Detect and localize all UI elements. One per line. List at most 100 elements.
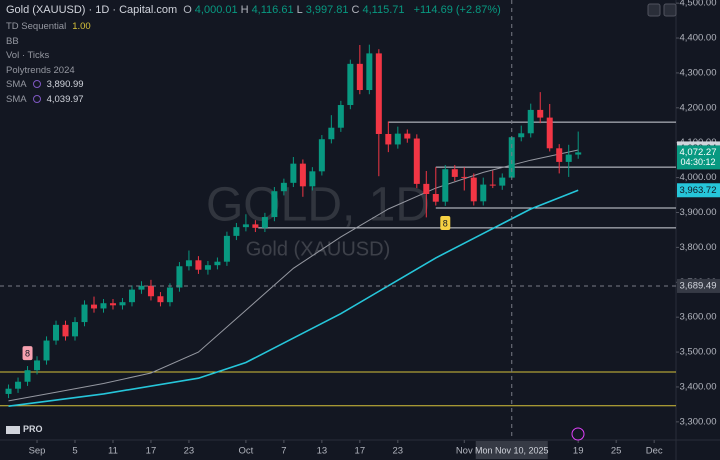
candle-body: [242, 224, 249, 228]
y-tick-label: 3,900.00: [680, 207, 717, 218]
candle-body: [527, 109, 534, 134]
symbol: Gold (XAUUSD) · 1D · Capital.com: [6, 4, 178, 16]
indicator-name: BB: [6, 35, 19, 47]
crosshair-y-box: [677, 278, 720, 293]
candle-body: [43, 340, 50, 361]
candle-body: [356, 63, 363, 91]
y-tick-label: 4,200.00: [680, 102, 717, 113]
price-tag-label: 4,072.27: [680, 147, 717, 158]
candle-body: [119, 302, 126, 306]
y-tick-label: 3,800.00: [680, 242, 717, 253]
candle-body: [62, 324, 69, 337]
x-tick-label: 25: [611, 446, 622, 457]
candle-body: [109, 303, 116, 306]
td-marker-label: 8: [25, 348, 30, 358]
candle-body: [556, 148, 563, 162]
sma-line: [8, 189, 579, 407]
candle-body: [24, 370, 31, 382]
watermark: GOLD, 1D: [206, 179, 430, 232]
candle-body: [451, 169, 458, 177]
candle-body: [518, 133, 525, 138]
y-tick-label: 4,500.00: [680, 0, 717, 9]
candle-body: [423, 183, 430, 195]
logo: PRO: [6, 424, 43, 434]
toolbar-icon: [647, 3, 661, 17]
candle-body: [489, 184, 496, 186]
td-marker-label: 8: [443, 218, 448, 228]
candle-body: [442, 169, 449, 202]
candle-body: [15, 381, 22, 389]
ohlc-value: 3,997.81: [305, 4, 349, 16]
crosshair-y-label: 3,689.49: [680, 280, 717, 291]
x-tick-label: 17: [146, 446, 157, 457]
ohlc-key: C: [351, 4, 360, 16]
candle-body: [508, 137, 515, 178]
indicator: BB: [6, 36, 19, 47]
candle-body: [375, 53, 382, 134]
candle-body: [480, 184, 487, 202]
candle-body: [394, 133, 401, 145]
indicator-name: TD Sequential: [6, 21, 67, 32]
x-tick-label: Nov: [456, 446, 473, 457]
candle-body: [337, 105, 344, 128]
y-tick-label: 3,400.00: [680, 381, 717, 392]
candle-body: [318, 139, 325, 172]
candle-body: [223, 235, 230, 262]
candle-body: [90, 304, 97, 309]
x-tick-label: 5: [72, 446, 77, 457]
y-tick-label: 3,300.00: [680, 416, 717, 427]
td-marker: [22, 346, 33, 361]
indicator-value: 3,890.99: [46, 79, 84, 90]
price-tag: [677, 183, 720, 198]
header: Gold (XAUUSD) · 1D · Capital.com O 4,000.…: [6, 4, 504, 16]
indicator-name: Vol · Ticks: [6, 50, 50, 61]
x-tick-label: Dec: [646, 446, 663, 457]
candle-body: [100, 303, 107, 309]
candle-body: [299, 163, 306, 187]
y-tick-label: 3,600.00: [680, 312, 717, 323]
candle-body: [138, 285, 145, 290]
candle-body: [565, 154, 572, 162]
indicator-name: SMA: [6, 79, 27, 90]
candle-body: [385, 133, 392, 145]
x-tick-label: 23: [184, 446, 195, 457]
indicator-name: Polytrends 2024: [6, 64, 75, 76]
indicator: Vol · Ticks: [6, 50, 49, 61]
td-marker: [440, 215, 451, 230]
x-tick-label: 17: [355, 446, 366, 457]
crosshair-x-label: Mon Nov 10, 2025: [475, 445, 549, 455]
candle-body: [461, 176, 468, 178]
price-tag-label: 3,963.72: [680, 185, 717, 196]
x-tick-label: Oct: [239, 446, 254, 457]
change: +114.69 (+2.87%): [413, 4, 501, 16]
toolbar-icon: [663, 3, 677, 17]
x-tick-label: 23: [393, 446, 404, 457]
indicator-icon: [32, 80, 41, 89]
ohlc-key: O: [183, 4, 192, 16]
candle-body: [290, 163, 297, 183]
indicator: SMA 3,890.99: [6, 79, 84, 90]
ohlc-value: 4,115.71: [362, 4, 405, 16]
candle-body: [470, 177, 477, 202]
candle-body: [72, 322, 79, 337]
y-tick-label: 4,400.00: [680, 33, 717, 44]
candle-body: [53, 324, 60, 341]
ohlc-value: 4,116.61: [251, 4, 294, 16]
candle-body: [147, 285, 154, 297]
candle-body: [176, 266, 183, 288]
x-tick-label: 19: [573, 446, 584, 457]
candle-body: [347, 63, 354, 106]
candle-body: [271, 191, 278, 218]
price-tag-countdown: 04:30:12: [680, 157, 715, 167]
candle-body: [185, 260, 192, 267]
watermark-sub: Gold (XAUUSD): [246, 238, 390, 260]
candle-body: [546, 117, 553, 149]
candle-body: [204, 265, 211, 270]
x-tick-label: Sep: [29, 446, 46, 457]
ohlc: O 4,000.01 H 4,116.61 L 3,997.81 C 4,115.71: [183, 4, 407, 16]
crosshair-x-box: [475, 441, 548, 459]
candle-body: [252, 224, 259, 228]
candle-body: [128, 289, 135, 303]
